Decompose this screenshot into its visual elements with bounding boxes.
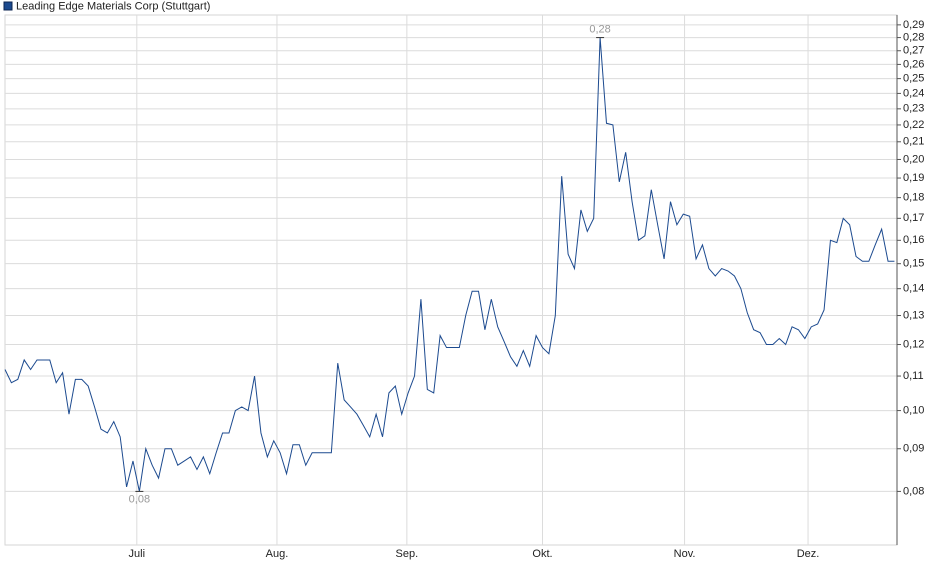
annotation-label: 0,08 [129,493,150,505]
y-tick-label: 0,13 [903,309,924,321]
x-tick-label: Nov. [674,548,696,560]
y-tick-label: 0,09 [903,443,924,455]
y-tick-label: 0,12 [903,338,924,350]
y-tick-label: 0,25 [903,73,924,85]
y-tick-label: 0,24 [903,87,924,99]
y-tick-label: 0,17 [903,212,924,224]
x-tick-label: Dez. [797,548,820,560]
plot-frame [4,14,898,546]
x-tick-label: Aug. [266,548,289,560]
x-tick-label: Sep. [396,548,419,560]
price-line [4,37,895,492]
y-tick-label: 0,19 [903,172,924,184]
legend-swatch [3,1,13,11]
y-tick-label: 0,15 [903,258,924,270]
x-tick-label: Juli [129,548,146,560]
y-tick-label: 0,21 [903,136,924,148]
y-tick-label: 0,10 [903,404,924,416]
y-tick-label: 0,28 [903,31,924,43]
y-tick-label: 0,29 [903,19,924,31]
y-tick-label: 0,08 [903,485,924,497]
y-tick-label: 0,23 [903,103,924,115]
y-tick-label: 0,20 [903,153,924,165]
y-tick-label: 0,16 [903,234,924,246]
y-tick-label: 0,22 [903,119,924,131]
y-tick-label: 0,27 [903,45,924,57]
y-tick-label: 0,14 [903,283,924,295]
y-tick-label: 0,18 [903,192,924,204]
y-tick-label: 0,11 [903,370,924,382]
x-tick-label: Okt. [532,548,552,560]
annotation-label: 0,28 [589,23,610,35]
legend-label: Leading Edge Materials Corp (Stuttgart) [16,0,210,12]
y-tick-label: 0,26 [903,58,924,70]
